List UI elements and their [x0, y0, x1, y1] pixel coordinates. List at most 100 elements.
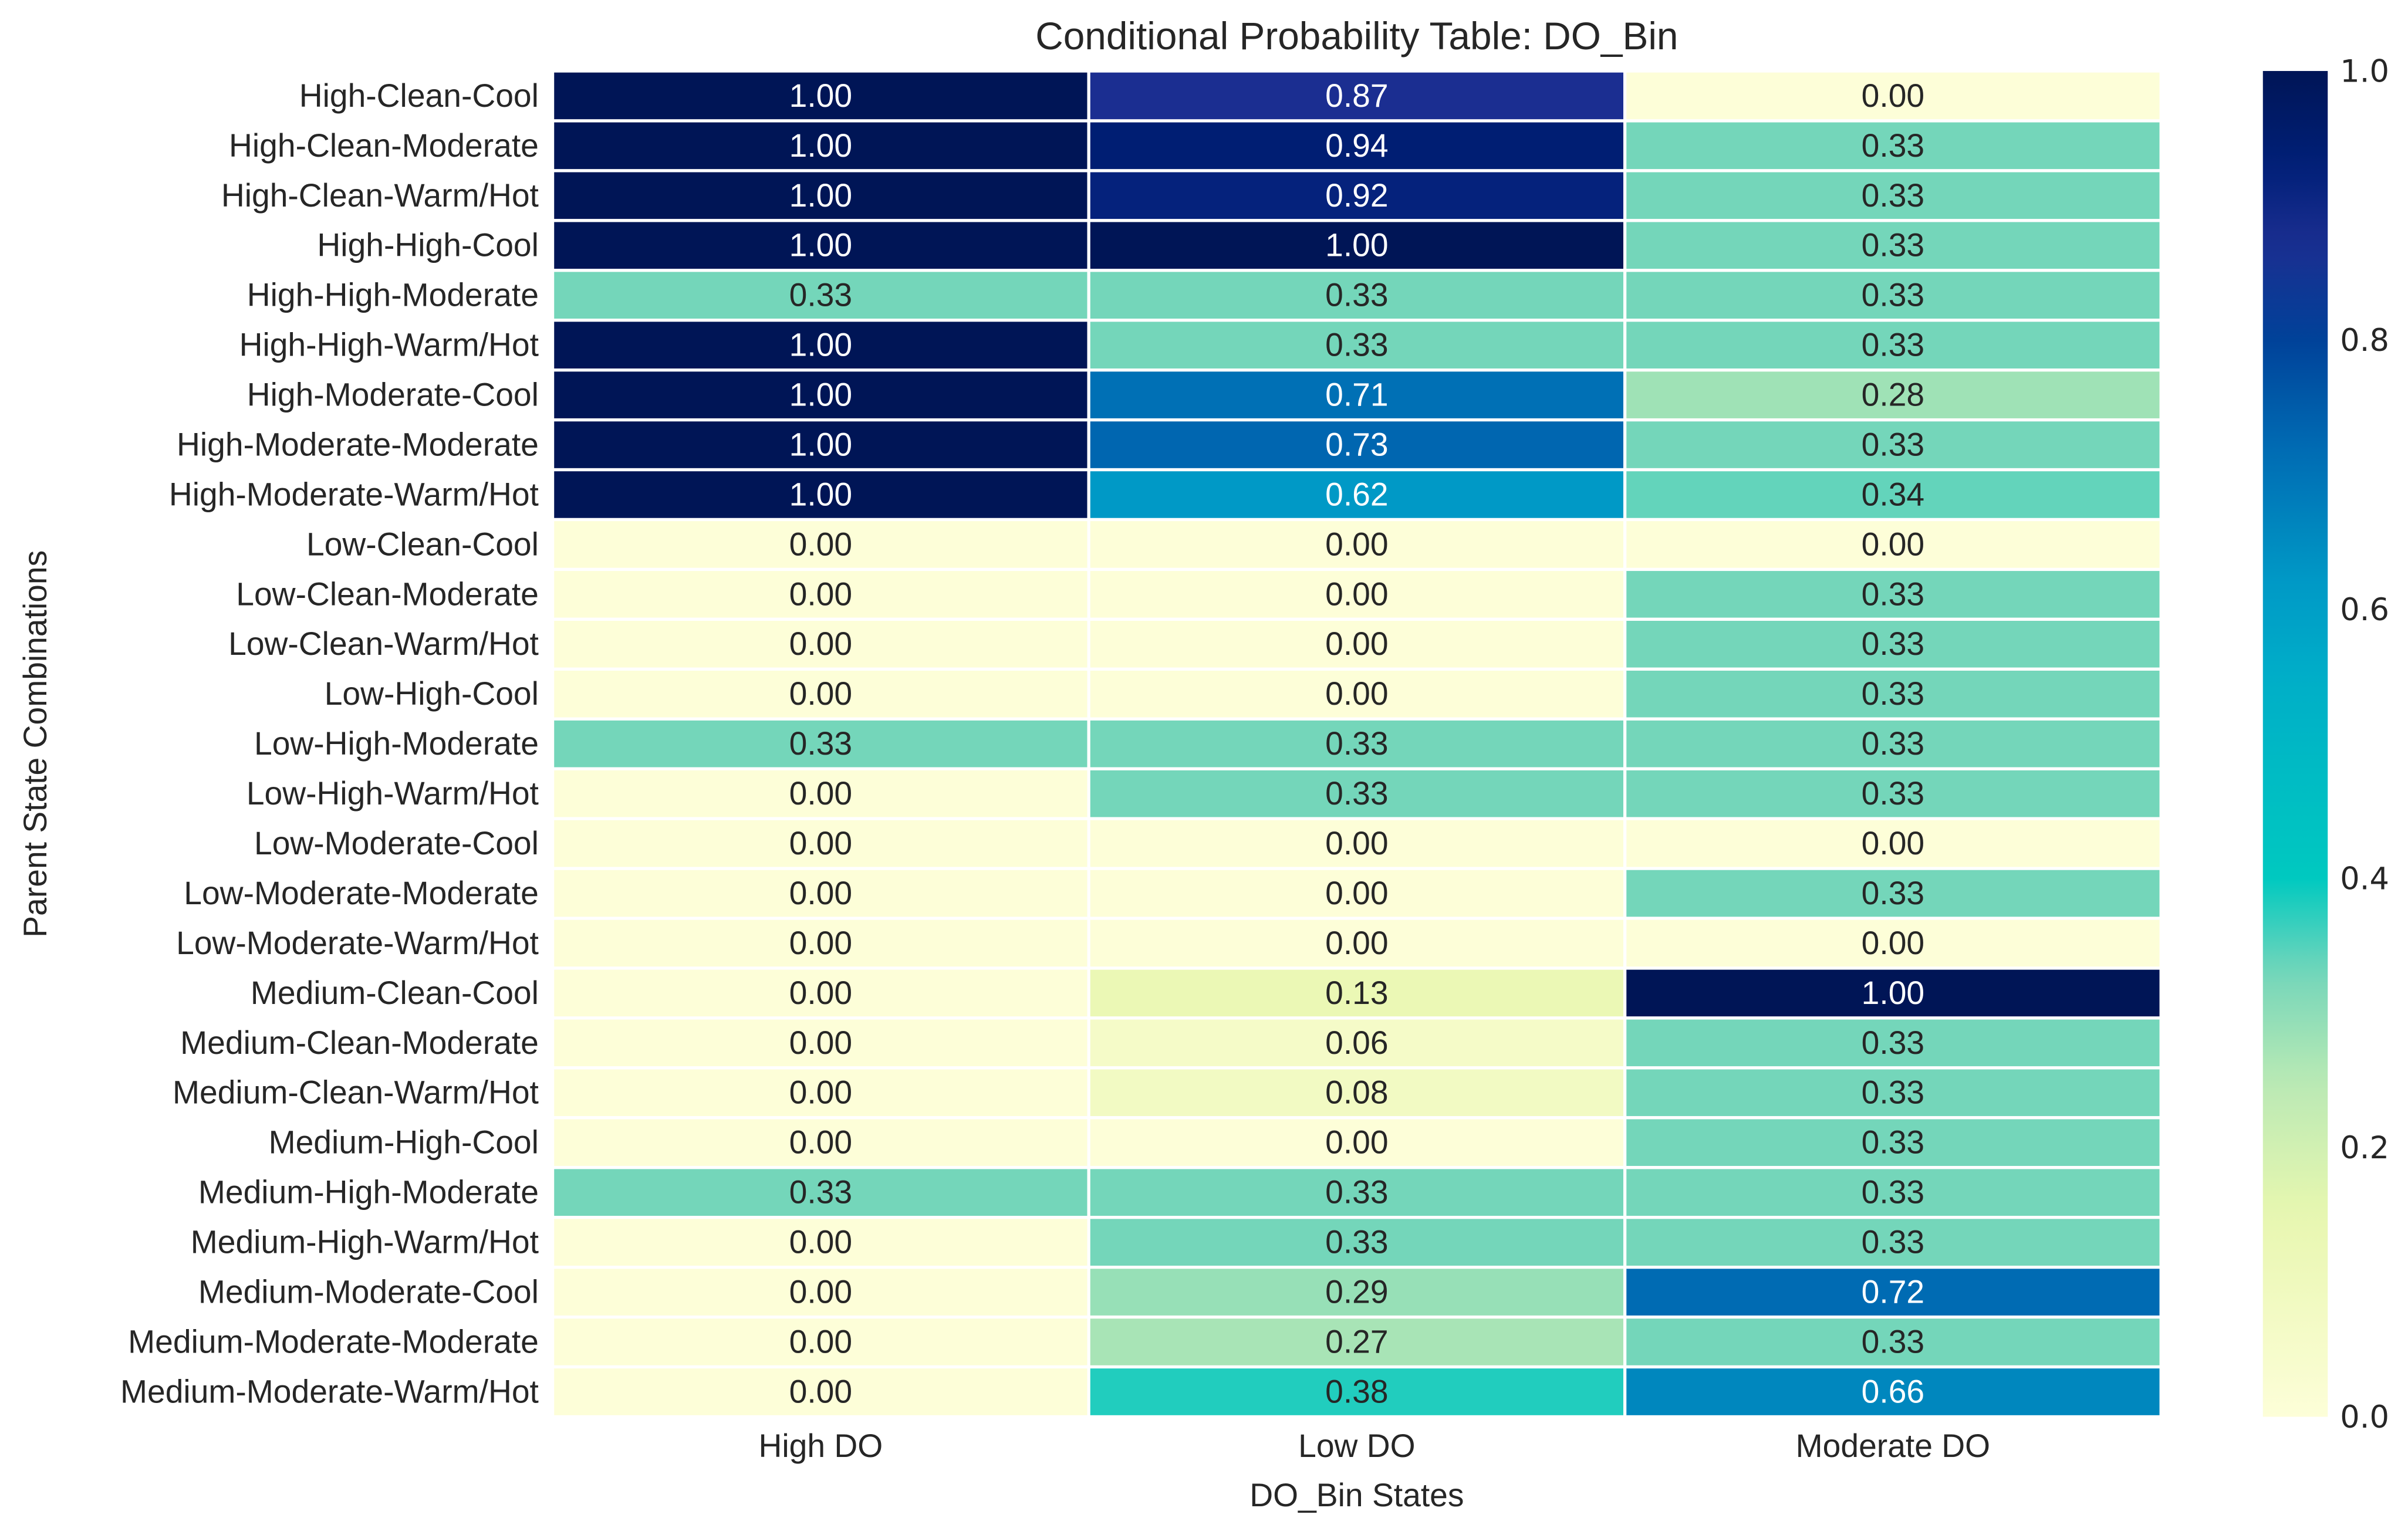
y-tick-label: Medium-Clean-Warm/Hot	[173, 1074, 539, 1111]
cell-value-label: 0.13	[1325, 975, 1388, 1011]
heatmap-cell	[1087, 817, 1627, 870]
cell-value-label: 0.33	[1862, 626, 1924, 662]
cell-value-label: 0.33	[1862, 1124, 1924, 1161]
x-axis-label: DO_Bin States	[1249, 1477, 1464, 1513]
cell-value-label: 0.00	[789, 925, 852, 961]
cell-value-label: 0.00	[1325, 526, 1388, 562]
cell-value-label: 0.00	[789, 1373, 852, 1409]
chart-title: Conditional Probability Table: DO_Bin	[1035, 14, 1678, 58]
cell-value-label: 0.33	[1325, 1174, 1388, 1211]
y-tick-label: Low-Clean-Moderate	[236, 576, 539, 612]
cell-value-label: 0.00	[1862, 925, 1924, 961]
cell-value-label: 0.33	[789, 1174, 852, 1211]
cell-value-label: 0.00	[789, 626, 852, 662]
colorbar	[2262, 70, 2328, 1417]
cell-value-label: 0.33	[1325, 725, 1388, 762]
colorbar-tick-label: 0.8	[2340, 323, 2389, 359]
cell-value-label: 0.33	[1862, 277, 1924, 313]
cell-value-label: 0.33	[789, 277, 852, 313]
heatmap-cell	[1623, 1365, 2163, 1419]
heatmap-cell	[551, 1365, 1090, 1419]
cell-value-label: 0.73	[1325, 426, 1388, 462]
y-tick-label: High-High-Warm/Hot	[239, 327, 539, 363]
cell-value-label: 0.33	[1325, 327, 1388, 363]
cell-value-label: 0.00	[789, 825, 852, 861]
heatmap-cell	[1087, 1166, 1627, 1219]
colorbar-tick-label: 0.0	[2340, 1399, 2389, 1435]
cell-value-label: 0.33	[1862, 1323, 1924, 1360]
heatmap-cell	[551, 1315, 1090, 1369]
heatmap-cell	[1623, 1266, 2163, 1319]
y-axis-label: Parent State Combinations	[17, 550, 53, 938]
cell-value-label: 0.00	[789, 775, 852, 812]
heatmap-cell	[1087, 917, 1627, 970]
cell-value-label: 0.33	[1325, 775, 1388, 812]
cell-value-label: 0.72	[1862, 1274, 1924, 1310]
cell-value-label: 0.00	[789, 1025, 852, 1061]
cell-value-label: 0.34	[1862, 476, 1924, 512]
heatmap-cell	[551, 1116, 1090, 1169]
cell-value-label: 0.33	[1862, 127, 1924, 164]
heatmap-cell	[1623, 717, 2163, 770]
heatmap-cell	[551, 319, 1090, 372]
cell-value-label: 1.00	[789, 77, 852, 114]
cell-value-label: 0.33	[789, 725, 852, 762]
colorbar-tick-label: 0.2	[2340, 1130, 2389, 1166]
y-tick-label: Medium-High-Warm/Hot	[191, 1224, 539, 1260]
y-tick-label: High-High-Cool	[317, 227, 538, 263]
colorbar-ticks: 0.0 0.2 0.4 0.6 0.8 1.0	[2340, 53, 2389, 1435]
cell-value-label: 0.00	[1862, 526, 1924, 562]
y-tick-label: High-Clean-Moderate	[229, 127, 539, 164]
heatmap-cell	[1623, 867, 2163, 920]
cell-value-label: 0.92	[1325, 177, 1388, 214]
colorbar-tick-label: 0.6	[2340, 592, 2389, 628]
cell-value-label: 1.00	[789, 426, 852, 462]
cell-value-label: 0.33	[1862, 177, 1924, 214]
cell-value-label: 0.33	[1325, 277, 1388, 313]
y-tick-label: High-Moderate-Warm/Hot	[169, 476, 539, 512]
x-tick-label: Low DO	[1298, 1428, 1415, 1464]
cell-value-label: 1.00	[789, 377, 852, 413]
y-tick-label: Low-Clean-Warm/Hot	[228, 626, 539, 662]
y-tick-label: High-Moderate-Moderate	[177, 426, 539, 462]
heatmap-cell	[551, 817, 1090, 870]
heatmap-cell	[551, 219, 1090, 272]
cell-value-label: 0.33	[1862, 576, 1924, 612]
cell-value-label: 1.00	[789, 476, 852, 512]
cell-value-label: 0.00	[789, 1274, 852, 1310]
heatmap-cell	[1623, 1116, 2163, 1169]
cell-value-label: 0.00	[1325, 875, 1388, 911]
heatmap-cell	[1623, 119, 2163, 173]
heatmap-cell	[1623, 468, 2163, 522]
heatmap-cell	[1087, 1315, 1627, 1369]
heatmap-cell	[1623, 368, 2163, 422]
cell-value-label: 0.29	[1325, 1274, 1388, 1310]
cell-value-label: 0.62	[1325, 476, 1388, 512]
cell-value-label: 0.00	[789, 576, 852, 612]
cell-value-label: 0.33	[1325, 1224, 1388, 1260]
cell-value-label: 0.33	[1862, 875, 1924, 911]
cell-value-label: 0.33	[1862, 775, 1924, 812]
heatmap-cell	[1087, 368, 1627, 422]
y-tick-label: Medium-Clean-Moderate	[180, 1025, 539, 1061]
heatmap-cell	[551, 69, 1090, 123]
heatmap-cell	[1087, 1266, 1627, 1319]
cell-value-label: 1.00	[1862, 975, 1924, 1011]
y-tick-label: Low-High-Cool	[325, 675, 539, 712]
cell-value-label: 0.06	[1325, 1025, 1388, 1061]
cell-value-label: 0.00	[1325, 576, 1388, 612]
cell-value-label: 0.00	[1325, 925, 1388, 961]
cell-value-label: 0.00	[789, 526, 852, 562]
cell-value-label: 0.00	[789, 1323, 852, 1360]
cell-value-label: 0.08	[1325, 1074, 1388, 1111]
cell-value-label: 0.33	[1862, 1025, 1924, 1061]
cell-value-label: 0.00	[789, 1074, 852, 1111]
y-tick-label: Low-High-Moderate	[254, 725, 539, 762]
heatmap-cell	[551, 867, 1090, 920]
heatmap-cell	[1087, 966, 1627, 1020]
cell-value-label: 1.00	[789, 227, 852, 263]
heatmap-cell	[1087, 269, 1627, 322]
heatmap-cell	[1623, 1216, 2163, 1269]
cell-value-label: 0.00	[789, 975, 852, 1011]
heatmap-cell	[1087, 1016, 1627, 1070]
